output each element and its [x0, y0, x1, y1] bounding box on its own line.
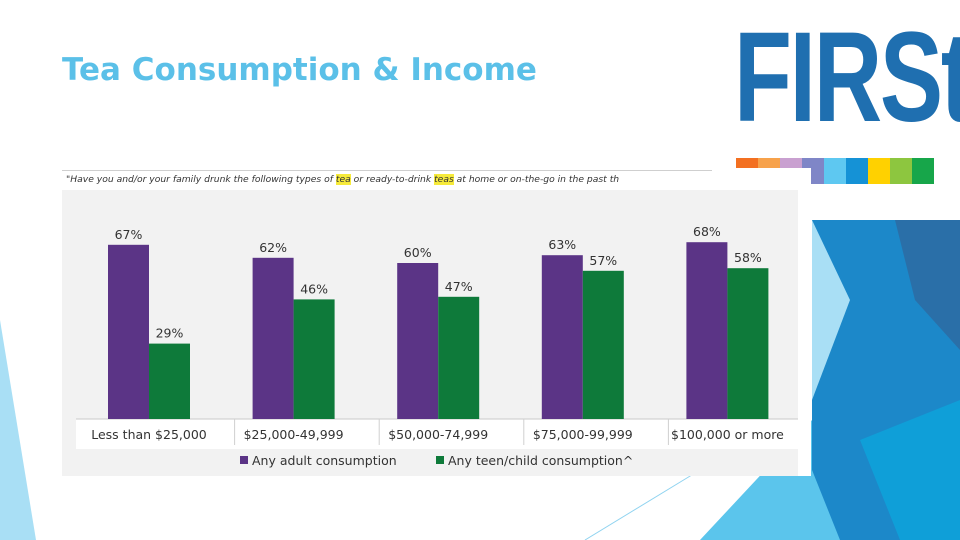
bar-value-label: 62%	[259, 240, 287, 255]
legend-swatch	[436, 456, 444, 464]
bar-adult	[541, 255, 583, 419]
bar-teen-child	[727, 268, 769, 419]
bar-chart: 67% 29% Less than $25,000 62% 46% $25,000-49,…	[76, 224, 798, 468]
chart-panel: "Have you and/or your family drunk the f…	[62, 168, 811, 476]
question-text: or ready-to-drink	[350, 174, 435, 185]
logo-strip-swatch	[824, 158, 846, 184]
bar-adult	[686, 242, 728, 419]
question-highlight: teas	[434, 174, 454, 185]
category-axis-band	[76, 419, 798, 449]
category-tick-label: Less than $25,000	[91, 427, 207, 442]
right-facet-pale	[812, 220, 850, 400]
bar-teen-child	[438, 296, 480, 419]
question-rule	[62, 170, 712, 171]
bar-adult	[252, 257, 294, 419]
survey-question: "Have you and/or your family drunk the f…	[66, 174, 712, 185]
bar-value-label: 68%	[693, 224, 721, 239]
bar-value-label: 29%	[156, 326, 184, 341]
question-text: at home or on-the-go in the past th	[453, 174, 620, 185]
left-accent-shape	[0, 320, 36, 540]
bar-value-label: 60%	[404, 245, 432, 260]
bar-teen-child	[293, 299, 335, 419]
logo-strip-swatch	[890, 158, 912, 184]
thin-deco-line	[584, 469, 701, 540]
bar-value-label: 67%	[115, 227, 143, 242]
bar-adult	[397, 263, 439, 419]
bar-value-label: 58%	[734, 250, 762, 265]
logo-strip-swatch	[868, 158, 890, 184]
right-facet-bright	[860, 400, 960, 540]
legend-label: Any adult consumption	[252, 453, 397, 468]
category-tick-label: $75,000-99,999	[533, 427, 633, 442]
slide-title: Tea Consumption & Income	[62, 52, 537, 88]
firs-logo: FIRSt	[734, 14, 960, 186]
bar-value-label: 46%	[300, 281, 328, 296]
bar-adult	[108, 244, 149, 419]
category-tick-label: $25,000-49,999	[244, 427, 344, 442]
logo-wordmark: FIRSt	[734, 6, 960, 149]
bar-value-label: 47%	[445, 279, 473, 294]
logo-strip-swatch	[846, 158, 868, 184]
bar-value-label: 57%	[589, 253, 617, 268]
bar-teen-child	[582, 270, 624, 419]
bar-value-label: 63%	[548, 237, 576, 252]
bar-teen-child	[149, 343, 190, 419]
logo-strip-swatch	[912, 158, 934, 184]
legend-swatch	[240, 456, 248, 464]
legend-label: Any teen/child consumption^	[448, 453, 633, 468]
category-tick-label: $50,000-74,999	[388, 427, 488, 442]
question-highlight: tea	[335, 174, 351, 185]
question-text: "Have you and/or your family drunk the f…	[66, 174, 336, 185]
right-facet-dark	[895, 220, 960, 350]
category-tick-label: $100,000 or more	[671, 427, 784, 442]
